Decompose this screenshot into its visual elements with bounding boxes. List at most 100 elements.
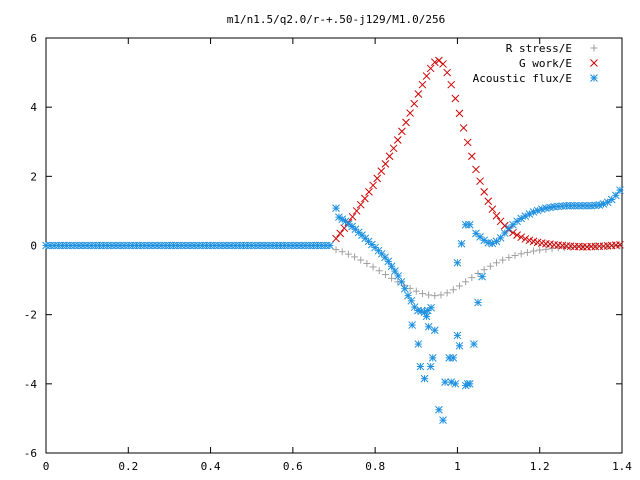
data-point (517, 250, 525, 258)
y-tick-label: -4 (24, 378, 38, 391)
data-point (484, 197, 493, 206)
legend-label: Acoustic flux/E (473, 72, 572, 85)
data-point (476, 177, 484, 186)
data-point (616, 186, 624, 195)
data-point (536, 246, 544, 254)
data-point (505, 254, 513, 262)
data-point (407, 296, 416, 305)
series-layer (42, 56, 624, 424)
data-point (369, 181, 377, 190)
data-point (416, 362, 425, 371)
data-point (488, 205, 497, 214)
data-point (348, 212, 357, 221)
data-point (449, 354, 458, 362)
data-point (521, 235, 530, 243)
data-point (511, 252, 519, 260)
data-point (385, 152, 394, 161)
legend-marker (590, 59, 598, 67)
data-point (616, 240, 624, 249)
data-point (459, 124, 468, 132)
data-point (499, 256, 507, 264)
data-point (611, 191, 620, 200)
data-point (492, 211, 501, 220)
data-point (332, 246, 340, 254)
data-point (356, 200, 365, 209)
data-point (373, 174, 382, 183)
data-point (336, 229, 345, 238)
data-point (443, 289, 451, 297)
data-point (447, 80, 456, 89)
x-tick-label: 0.4 (201, 460, 221, 473)
x-tick-label: 0 (43, 460, 50, 473)
data-point (457, 239, 466, 248)
data-point (391, 267, 399, 275)
y-tick-label: 4 (30, 101, 37, 114)
data-point (474, 270, 482, 278)
data-point (388, 274, 396, 282)
data-point (435, 405, 443, 414)
data-point (361, 194, 369, 203)
data-point (351, 253, 359, 261)
data-point (426, 64, 435, 73)
legend: R stress/E G work/E Acoustic flux/E (473, 42, 598, 85)
y-tick-label: 0 (30, 240, 37, 253)
data-point (462, 278, 470, 286)
data-point (430, 58, 439, 67)
data-point (530, 247, 538, 255)
data-point (420, 374, 429, 383)
data-point (384, 257, 393, 266)
y-tick-label: -2 (24, 309, 37, 322)
x-tick-label: 1.2 (530, 460, 550, 473)
data-point (426, 362, 435, 371)
data-point (332, 234, 340, 243)
data-point (332, 204, 340, 213)
data-point (427, 303, 435, 312)
data-point (398, 127, 406, 136)
data-point (492, 237, 501, 246)
data-point (400, 284, 409, 293)
data-point (377, 167, 386, 175)
data-point (455, 282, 463, 290)
data-point (326, 241, 334, 250)
series-star (42, 186, 624, 424)
data-point (513, 231, 521, 239)
data-point (480, 266, 488, 274)
data-point (422, 312, 431, 321)
data-point (418, 80, 427, 89)
data-point (418, 290, 426, 298)
data-point (542, 245, 550, 253)
data-point (441, 378, 449, 386)
data-point (352, 207, 361, 215)
y-tick-label: 6 (30, 32, 37, 45)
data-point (387, 262, 396, 271)
data-point (486, 262, 494, 270)
data-point (365, 188, 373, 196)
data-point (369, 263, 377, 271)
data-point (443, 68, 451, 77)
data-point (500, 229, 509, 237)
data-point (455, 109, 464, 118)
data-point (428, 354, 437, 362)
data-point (406, 109, 414, 117)
data-point (467, 152, 476, 161)
x-tick-label: 0.6 (283, 460, 303, 473)
data-point (439, 416, 447, 424)
chart-title: m1/n1.5/q2.0/r-+.50-j129/M1.0/256 (227, 13, 446, 26)
legend-marker (590, 44, 598, 52)
y-tick-label: 2 (30, 170, 37, 183)
data-point (480, 188, 489, 196)
data-point (517, 233, 526, 242)
data-point (488, 239, 497, 248)
data-point (470, 340, 478, 348)
data-point (375, 267, 383, 275)
data-point (474, 298, 482, 307)
data-point (478, 272, 486, 281)
data-point (455, 341, 464, 350)
data-point (616, 242, 624, 250)
data-point (537, 205, 546, 214)
data-point (389, 144, 398, 153)
data-point (363, 259, 371, 267)
data-point (414, 90, 423, 98)
data-point (453, 258, 462, 267)
